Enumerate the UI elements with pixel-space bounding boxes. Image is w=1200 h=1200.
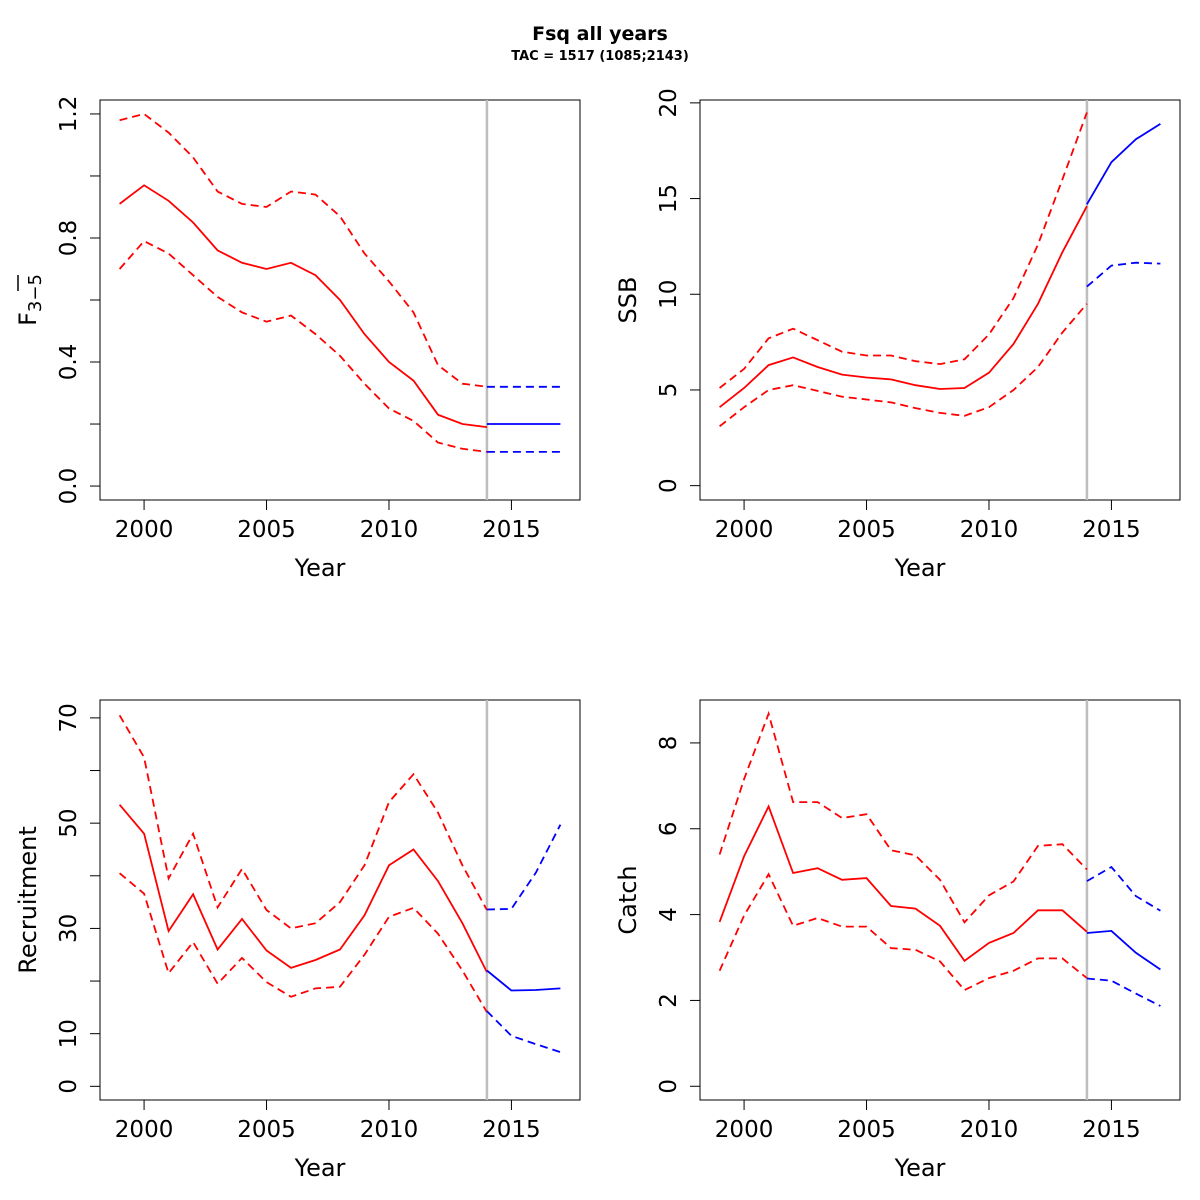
- series-line-forecast-solid: [486, 969, 561, 992]
- series-line-forecast-dashed: [486, 824, 562, 911]
- x-tick-label: 2010: [960, 517, 1019, 543]
- chart-panels: 2000 2005 2010 20150.00.40.81.2YearF3−52000…: [14, 88, 1181, 1182]
- x-tick-label: 2005: [837, 517, 896, 543]
- y-tick-label: 0: [56, 1079, 82, 1094]
- x-tick-label: 2000: [715, 517, 774, 543]
- x-tick-label: 2015: [1082, 1117, 1141, 1143]
- series-line-estimate-solid: [718, 804, 1088, 963]
- series-line-forecast-solid: [1086, 929, 1161, 971]
- plot-frame: [699, 99, 1181, 501]
- series-line-estimate-solid: [119, 184, 488, 428]
- y-tick-label: 10: [656, 280, 682, 309]
- figure-subtitle: TAC = 1517 (1085;2143): [511, 49, 689, 64]
- series-line-estimate-dashed: [118, 239, 488, 453]
- y-tick-label: 10: [56, 1019, 82, 1048]
- x-tick-label: 2015: [482, 1117, 541, 1143]
- y-tick-label: 70: [56, 703, 82, 732]
- x-axis-label: Year: [294, 1154, 346, 1182]
- x-tick-label: 2015: [1082, 517, 1141, 543]
- series-line-estimate-dashed: [119, 113, 488, 388]
- series-line-estimate-dashed: [719, 303, 1088, 428]
- x-tick-label: 2010: [360, 517, 419, 543]
- series-line-forecast-solid: [1086, 123, 1161, 205]
- series-line-estimate-solid: [719, 205, 1088, 408]
- x-axis-label: Year: [894, 1154, 946, 1182]
- y-tick-label: 0.0: [56, 468, 82, 505]
- series-line-forecast-dashed: [1086, 977, 1161, 1007]
- panel-recruitment: 2000 2005 2010 2015 0 10 30 50 70 Year Recruitment: [14, 699, 581, 1182]
- series-line-forecast-dashed: [1086, 261, 1161, 288]
- plot-frame: [99, 699, 581, 1101]
- y-tick-label: 6: [656, 821, 682, 836]
- x-tick-label: 2005: [237, 1117, 296, 1143]
- x-tick-label: 2005: [237, 517, 296, 543]
- series-line-estimate-dashed: [118, 714, 488, 930]
- x-tick-label: 2005: [837, 1117, 896, 1143]
- series-line-estimate-dashed: [119, 872, 488, 1013]
- panel-ssb: 2000 2005 2010 2015 0 5 10 15 20 Year SSB: [614, 88, 1181, 582]
- series-line-estimate-dashed: [718, 872, 1088, 992]
- y-tick-label: 5: [656, 383, 682, 398]
- x-tick-label: 2000: [715, 1117, 774, 1143]
- series-line-forecast-dashed: [486, 1010, 561, 1053]
- panel-fbar: 2000 2005 2010 2015 0.0 0.4 0.8 1.2 Year F3−5: [14, 96, 581, 582]
- series-line-estimate-solid: [118, 804, 488, 973]
- figure-title: Fsq all years: [532, 23, 668, 45]
- y-tick-label: 50: [56, 809, 82, 838]
- y-tick-label: 4: [656, 907, 682, 922]
- series-line-estimate-dashed: [719, 112, 1088, 389]
- y-tick-label: 0.8: [56, 220, 82, 257]
- x-tick-label: 2000: [115, 517, 174, 543]
- y-tick-label: 0.4: [56, 344, 82, 381]
- y-tick-label: 30: [56, 914, 82, 943]
- x-tick-label: 2015: [482, 517, 541, 543]
- y-axis-label: Catch: [614, 865, 642, 934]
- panel-catch: 2000 2005 2010 2015 0 2 4 6 8 Year Catch: [614, 699, 1181, 1182]
- y-axis-label: F3−5: [14, 274, 46, 326]
- x-axis-label: Year: [894, 554, 946, 582]
- y-tick-label: 15: [656, 184, 682, 213]
- y-axis-label: SSB: [614, 277, 642, 324]
- y-tick-label: 1.2: [56, 96, 82, 133]
- y-tick-label: 0: [656, 478, 682, 493]
- y-axis-label: Recruitment: [14, 826, 42, 973]
- x-tick-label: 2000: [115, 1117, 174, 1143]
- x-tick-label: 2010: [360, 1117, 419, 1143]
- y-tick-label: 20: [656, 88, 682, 117]
- series-line-forecast-dashed: [1086, 865, 1161, 912]
- y-tick-label: 2: [656, 993, 682, 1008]
- series-line-estimate-dashed: [718, 710, 1088, 924]
- y-tick-label: 8: [656, 736, 682, 751]
- x-axis-label: Year: [294, 554, 346, 582]
- plot-frame: [699, 699, 1181, 1101]
- x-tick-label: 2010: [960, 1117, 1019, 1143]
- y-tick-label: 0: [656, 1079, 682, 1094]
